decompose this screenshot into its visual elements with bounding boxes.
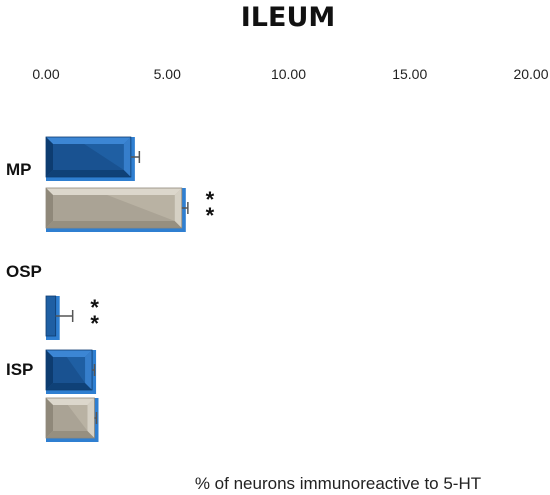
x-axis-ticks: 0.00 5.00 10.00 15.00 20.00 [32,66,548,82]
chart-title: ILEUM [241,2,336,33]
bar-bevel-left [46,188,53,228]
bar-bevel-left [46,350,53,390]
bar-shade [53,195,175,221]
bar-bevel-right [174,188,182,228]
significance-marker: * [90,311,99,336]
bar: ** [45,187,215,232]
bar-shade [53,357,86,383]
bar-face [46,296,56,336]
category-label: OSP [6,262,42,281]
x-axis-label: % of neurons immunoreactive to 5-HT [195,474,481,493]
x-tick-label: 0.00 [32,66,59,82]
x-tick-label: 5.00 [154,66,181,82]
x-tick-label: 20.00 [513,66,548,82]
category-labels: MP OSP ISP [6,160,42,379]
bar-shade [53,405,88,431]
bar-bevel-right [123,137,131,177]
bar-bevel-bottom [46,170,131,177]
bar-bevel-top [46,398,95,405]
category-label: ISP [6,360,33,379]
bar-bevel-left [46,398,53,438]
bar-bevel-top [46,137,131,144]
bar [45,136,141,181]
bar-bevel-top [46,188,182,195]
bar-bevel-bottom [46,383,93,390]
x-tick-label: 15.00 [392,66,427,82]
x-tick-label: 10.00 [271,66,306,82]
bar: ** [45,295,99,340]
category-label: MP [6,160,32,179]
bar [45,349,97,394]
significance-marker: * [206,203,215,228]
bar-shade [53,144,124,170]
bar-bevel-bottom [46,221,182,228]
bars: **** [45,136,215,442]
bar-bevel-bottom [46,431,95,438]
bar-bevel-right [87,398,95,438]
significance-marker: * [90,295,99,320]
bar-bevel-right [85,350,93,390]
bar-bevel-top [46,350,93,357]
significance-marker: * [206,187,215,212]
bar-bevel-left [46,137,53,177]
bar [45,397,99,442]
